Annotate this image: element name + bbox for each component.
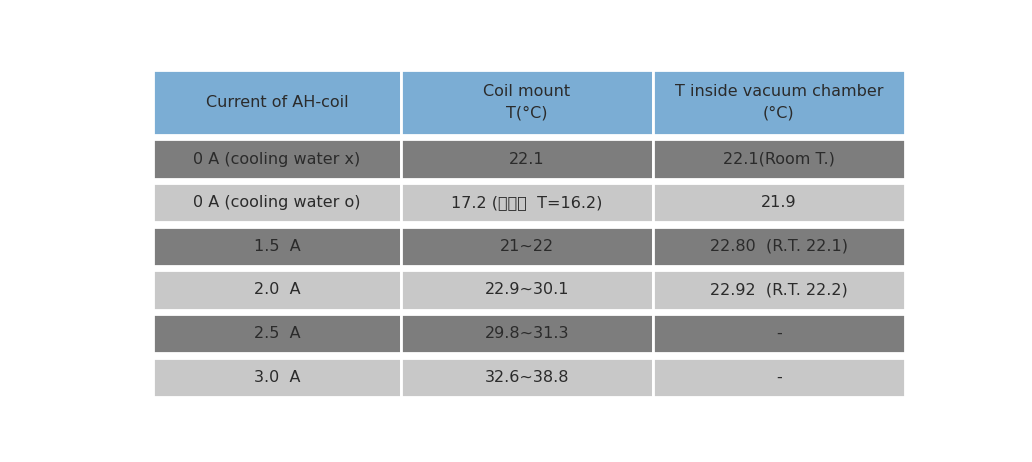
Bar (653, 227, 905, 266)
Bar (653, 140, 905, 179)
Text: 1.5  A: 1.5 A (254, 239, 300, 254)
Text: 22.1(Room T.): 22.1(Room T.) (723, 152, 835, 167)
Text: 32.6~38.8: 32.6~38.8 (485, 370, 570, 385)
Text: 2.0  A: 2.0 A (254, 282, 300, 298)
Text: T inside vacuum chamber
(°C): T inside vacuum chamber (°C) (675, 85, 883, 121)
Text: 0 A (cooling water o): 0 A (cooling water o) (193, 195, 361, 210)
Text: 22.1: 22.1 (509, 152, 545, 167)
Text: 22.80  (R.T. 22.1): 22.80 (R.T. 22.1) (710, 239, 848, 254)
Bar (153, 270, 401, 310)
Text: 17.2 (냉각수  T=16.2): 17.2 (냉각수 T=16.2) (451, 195, 603, 210)
Bar (653, 70, 905, 135)
Bar (153, 227, 401, 266)
Text: 21~22: 21~22 (499, 239, 554, 254)
Bar (153, 183, 401, 222)
Bar (153, 140, 401, 179)
Text: 22.92  (R.T. 22.2): 22.92 (R.T. 22.2) (710, 282, 847, 298)
Bar (401, 183, 653, 222)
Text: Coil mount
T(°C): Coil mount T(°C) (483, 85, 571, 121)
Bar (653, 358, 905, 397)
Bar (401, 227, 653, 266)
Text: 2.5  A: 2.5 A (254, 326, 300, 341)
Bar (401, 358, 653, 397)
Text: 3.0  A: 3.0 A (254, 370, 300, 385)
Bar (401, 314, 653, 353)
Bar (401, 70, 653, 135)
Text: 29.8~31.3: 29.8~31.3 (485, 326, 570, 341)
Text: 0 A (cooling water x): 0 A (cooling water x) (193, 152, 360, 167)
Text: Current of AH-coil: Current of AH-coil (205, 95, 349, 110)
Bar (153, 358, 401, 397)
Bar (653, 270, 905, 310)
Text: -: - (776, 326, 782, 341)
Text: 21.9: 21.9 (761, 195, 797, 210)
Bar (401, 140, 653, 179)
Bar (653, 183, 905, 222)
Bar (153, 70, 401, 135)
Text: -: - (776, 370, 782, 385)
Bar (153, 314, 401, 353)
Bar (653, 314, 905, 353)
Bar (401, 270, 653, 310)
Text: 22.9~30.1: 22.9~30.1 (485, 282, 570, 298)
